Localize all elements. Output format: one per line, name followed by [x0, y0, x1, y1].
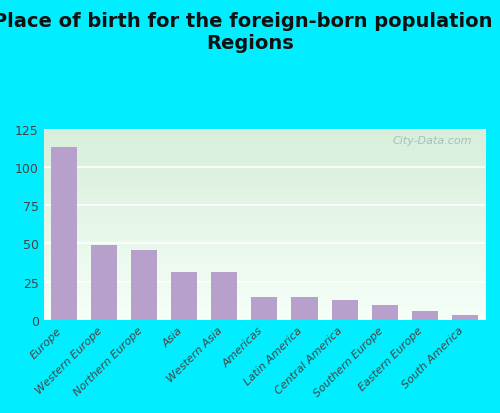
Bar — [51, 148, 77, 320]
Bar — [91, 245, 117, 320]
Text: City-Data.com: City-Data.com — [392, 135, 472, 145]
Bar — [252, 297, 278, 320]
Bar — [211, 273, 238, 320]
Bar — [412, 311, 438, 320]
Bar — [131, 250, 157, 320]
Bar — [292, 297, 318, 320]
Bar — [372, 305, 398, 320]
Text: Place of birth for the foreign-born population -
Regions: Place of birth for the foreign-born popu… — [0, 12, 500, 53]
Bar — [452, 316, 478, 320]
Bar — [171, 273, 197, 320]
Bar — [332, 300, 357, 320]
